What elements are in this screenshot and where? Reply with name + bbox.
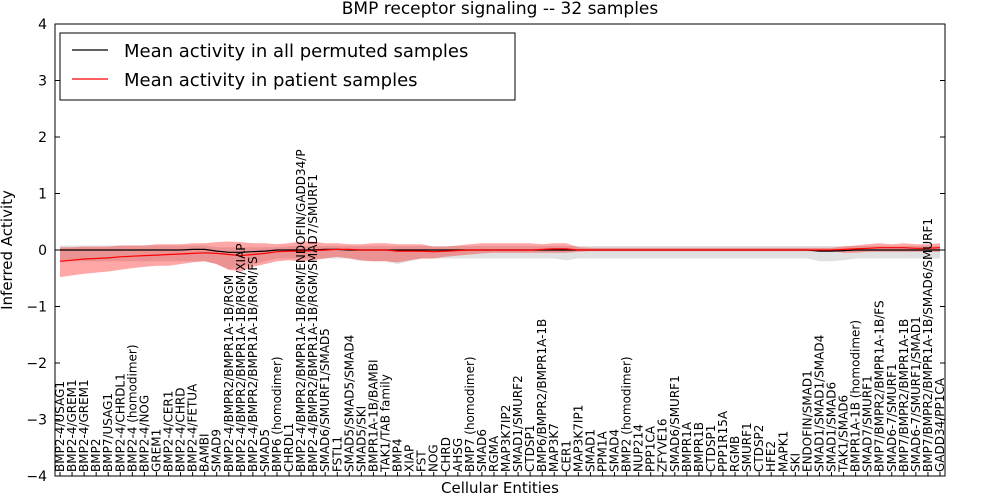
x-category-label: SMURF1 bbox=[740, 422, 754, 472]
x-category-label: BMP2-4/NOG bbox=[137, 395, 151, 472]
x-category-label: BMP6/BMPR2/BMPR1A-1B bbox=[535, 319, 549, 472]
x-category-label: SMAD1 bbox=[583, 429, 597, 472]
x-category-label: AHSG bbox=[451, 438, 465, 472]
x-category-label: GADD34/PP1CA bbox=[933, 377, 947, 472]
x-category-label: BMP2-4/GREM1 bbox=[77, 379, 91, 472]
x-category-label: BMP2-4/USAG1 bbox=[53, 381, 67, 472]
plot-area bbox=[59, 241, 941, 278]
x-category-label: BMPR1B bbox=[692, 422, 706, 472]
x-category-label: MAP3K7IP1 bbox=[571, 405, 585, 472]
x-category-label: BMP2 bbox=[89, 439, 103, 472]
y-tick-label: 2 bbox=[38, 130, 47, 146]
x-category-label: CHRD bbox=[439, 437, 453, 472]
x-category-label: NOG bbox=[427, 444, 441, 472]
x-category-label: SMAD1/SMAD6 bbox=[825, 382, 839, 472]
x-category-label: ZFYVE16 bbox=[656, 418, 670, 472]
x-category-label: BMP7/BMPR2/BMPR1A-1B/SMAD6/SMURF1 bbox=[921, 218, 935, 472]
x-category-label: BMP2-4/CHRD bbox=[174, 388, 188, 472]
x-category-label: SMAD1/SMURF2 bbox=[511, 375, 525, 472]
x-category-label: MAPK1 bbox=[776, 431, 790, 472]
x-category-label: BMP2-4 (homodimer) bbox=[125, 344, 139, 472]
y-tick-label: 1 bbox=[38, 187, 47, 203]
x-category-label: FST bbox=[415, 450, 429, 472]
x-category-label: BMP2 (homodimer) bbox=[620, 356, 634, 472]
x-category-label: SMAD6-7/SMURF1/SMAD1 bbox=[909, 316, 923, 472]
x-category-label: CER1 bbox=[559, 440, 573, 472]
legend-box bbox=[59, 32, 516, 101]
x-category-label: BMP2-4/FETUA bbox=[186, 383, 200, 472]
x-category-label: BAMBI bbox=[198, 433, 212, 472]
x-category-label: SMAD5 bbox=[258, 429, 272, 472]
x-category-label: BMP2-4/CER1 bbox=[161, 391, 175, 472]
x-category-label: BMPR1A-1B/BAMBI bbox=[366, 359, 380, 472]
x-category-label: RGMB bbox=[728, 436, 742, 472]
x-category-label: BMP2-4/BMPR2/BMPR1A-1B/RGM/ENDOFIN/GADD3… bbox=[294, 149, 308, 472]
x-category-label: PPP1R15A bbox=[716, 410, 730, 472]
x-category-label: BMP7 (homodimer) bbox=[463, 356, 477, 472]
x-category-label: SMAD5/SKI bbox=[354, 406, 368, 472]
y-tick-label: −2 bbox=[26, 356, 47, 372]
x-category-label: CTDSP2 bbox=[752, 425, 766, 472]
x-category-label: XIAP bbox=[403, 445, 417, 472]
y-tick-label: −1 bbox=[26, 300, 47, 316]
x-category-label: SMAD6/SMURF1 bbox=[668, 375, 682, 472]
x-category-label: SMAD5/SMAD5/SMAD4 bbox=[342, 335, 356, 472]
x-category-label: BMP2-4/BMPR2/BMPR1A-1B/RGM/SMAD7/SMURF1 bbox=[306, 174, 320, 472]
x-category-label: MAP3K7IP2 bbox=[499, 405, 513, 472]
x-category-label: BMPR1A bbox=[680, 421, 694, 472]
y-tick-label: −4 bbox=[26, 469, 47, 485]
x-category-label: MAP3K7 bbox=[547, 423, 561, 472]
x-category-label: CTDSP1 bbox=[523, 425, 537, 472]
series-line-patient bbox=[59, 247, 941, 262]
x-category-label: PPM1A bbox=[595, 431, 609, 472]
x-category-label: SKI bbox=[788, 453, 802, 472]
x-category-label: TAK1/TAB family bbox=[378, 374, 392, 473]
x-category-label: BMP2-4/CHRDL1 bbox=[113, 373, 127, 472]
x-category-label: SMAD1/SMAD1/SMAD4 bbox=[812, 335, 826, 472]
x-category-label: SMAD4 bbox=[608, 429, 622, 472]
x-category-label: BMPR1A-1B (homodimer) bbox=[849, 320, 863, 472]
y-tick-label: 3 bbox=[38, 74, 47, 90]
x-category-label: PPP1CA bbox=[644, 425, 658, 472]
y-tick-label: 0 bbox=[38, 243, 47, 259]
y-axis: −4 −3 −2 −1 0 1 2 3 4 bbox=[26, 17, 945, 485]
x-category-label: BMP7/USAG1 bbox=[101, 393, 115, 472]
legend-label-patient: Mean activity in patient samples bbox=[124, 70, 418, 91]
x-category-label: GREM1 bbox=[149, 429, 163, 472]
x-category-label: CHRDL1 bbox=[282, 423, 296, 472]
x-category-label: SMAD9 bbox=[210, 429, 224, 472]
x-category-label: NUP214 bbox=[632, 424, 646, 472]
legend-label-permuted: Mean activity in all permuted samples bbox=[124, 41, 468, 62]
legend: Mean activity in all permuted samples Me… bbox=[59, 32, 516, 101]
y-tick-label: −3 bbox=[26, 413, 47, 429]
x-category-label: SMAD7/SMURF1 bbox=[861, 375, 875, 472]
x-category-label: BMP7/BMPR2/BMPR1A-1B bbox=[897, 319, 911, 472]
x-category-label: BMP2-4/BMPR2/BMPR1A-1B/RGM/XIAP bbox=[234, 243, 248, 472]
x-axis-label: Cellular Entities bbox=[441, 479, 559, 497]
x-category-label: BMP2-4/GREM1 bbox=[65, 379, 79, 472]
x-category-label: BMP7/BMPR2/BMPR1A-1B/FS bbox=[873, 300, 887, 472]
x-category-label: RGMA bbox=[487, 435, 501, 472]
x-category-label: BMP6 (homodimer) bbox=[270, 356, 284, 472]
x-category-label: BMP2-4/BMPR2/BMPR1A-1B/RGM/FS bbox=[246, 256, 260, 472]
x-category-label: SMAD6 bbox=[475, 429, 489, 472]
x-category-label: TAK1/SMAD6 bbox=[837, 395, 851, 473]
y-tick-label: 4 bbox=[38, 17, 47, 33]
x-category-label: BMP4 bbox=[391, 439, 405, 472]
x-category-label: SMAD6-7/SMURF1 bbox=[885, 363, 899, 472]
x-category-label: ENDOFIN/SMAD1 bbox=[800, 370, 814, 472]
x-category-label: BMP2-4/BMPR2/BMPR1A-1B/RGM bbox=[222, 275, 236, 472]
x-axis-categories: BMP2-4/USAG1BMP2-4/GREM1BMP2-4/GREM1BMP2… bbox=[53, 149, 947, 476]
x-category-label: SMAD6/SMURF1/SMAD5 bbox=[318, 328, 332, 472]
x-category-label: HFE2 bbox=[764, 441, 778, 472]
x-category-label: CTDSP1 bbox=[704, 425, 718, 472]
y-axis-label: Inferred Activity bbox=[0, 190, 16, 310]
chart-title: BMP receptor signaling -- 32 samples bbox=[342, 0, 659, 19]
x-category-label: FSTL1 bbox=[330, 436, 344, 472]
